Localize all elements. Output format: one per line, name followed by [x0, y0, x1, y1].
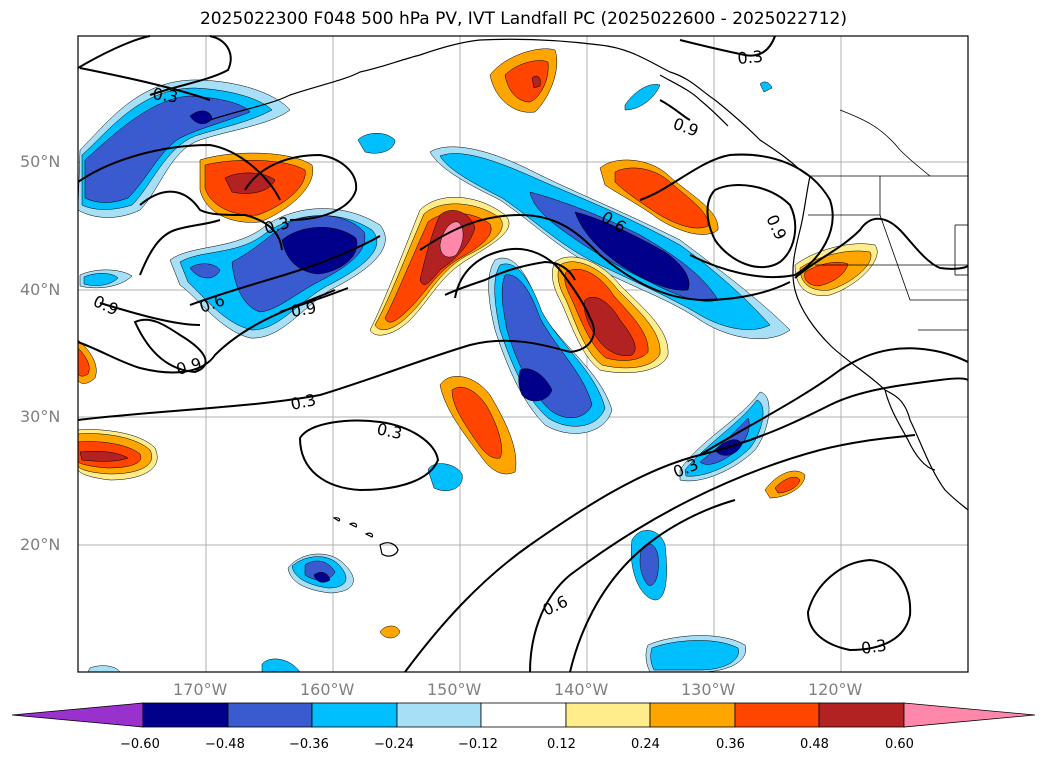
colorbar-tick: 0.48 [800, 737, 829, 752]
colorbar-tick: 0.36 [716, 737, 745, 752]
contour-line [244, 153, 358, 221]
contour-line [139, 219, 221, 276]
colorbar-tick: 0.60 [885, 737, 914, 752]
colorbar-bin [565, 702, 651, 728]
contour-label: 0.9 [289, 298, 317, 321]
map-panel: 0.3 0.3 0.3 0.9 0.6 0.9 0.9 0.6 0.9 0.9 … [77, 35, 969, 673]
contour-line [133, 318, 207, 374]
pv-negative-anomalies [77, 79, 791, 673]
contour-line [639, 153, 834, 279]
contour-line [706, 184, 797, 269]
contour-line [529, 434, 916, 673]
colorbar-bin [649, 702, 736, 728]
contour-label: 0.3 [375, 419, 404, 443]
contour-line [404, 377, 969, 673]
lat-label: 40°N [20, 280, 61, 299]
lon-label: 160°W [300, 680, 355, 699]
lon-label: 140°W [554, 680, 609, 699]
coastlines [209, 38, 969, 557]
political-borders [808, 109, 968, 331]
contour-label: 0.3 [289, 390, 318, 414]
contour-label: 0.3 [151, 84, 179, 106]
lon-label: 150°W [427, 680, 482, 699]
contour-line [149, 35, 232, 96]
contour-line [279, 287, 349, 313]
alaska-coast [209, 38, 811, 177]
contour-line [569, 499, 736, 673]
colorbar-bin [311, 702, 398, 728]
contour-line [454, 247, 595, 353]
colorbar-tick: −0.60 [120, 737, 160, 752]
lon-label: 120°W [808, 680, 863, 699]
hawaii-oahu [348, 522, 358, 528]
colorbar-bin [227, 702, 313, 728]
contour-line [699, 347, 969, 456]
contour-line [679, 35, 776, 57]
contour-line [444, 260, 576, 296]
contour-line [77, 35, 151, 69]
colorbar-under-arrow [11, 702, 144, 728]
lon-label: 130°W [681, 680, 736, 699]
lat-label: 30°N [20, 407, 61, 426]
colorbar-tick: −0.12 [458, 737, 498, 752]
colorbar-bin [734, 702, 820, 728]
gridlines [78, 36, 968, 672]
contour-line [77, 143, 281, 201]
baja-peninsula [884, 389, 936, 471]
lat-label: 20°N [20, 535, 61, 554]
map-title: 2025022300 F048 500 hPa PV, IVT Landfall… [199, 9, 847, 29]
pv-positive-anomalies [77, 48, 878, 639]
colorbar-tick: −0.24 [374, 737, 414, 752]
colorbar-tick: −0.48 [205, 737, 245, 752]
colorbar-bin [818, 702, 905, 728]
hawaii-maui [364, 532, 374, 538]
colorbar-bin [480, 702, 567, 728]
colorbar-bin [396, 702, 482, 728]
lon-label: 170°W [173, 680, 228, 699]
contour-line [794, 217, 969, 279]
contour-label: 0.3 [737, 47, 764, 68]
contour-line [298, 419, 440, 492]
lat-label: 50°N [20, 152, 61, 171]
colorbar [11, 702, 1036, 728]
map-frame [77, 35, 969, 673]
hawaii-kauai [332, 517, 341, 522]
contour-line [79, 67, 211, 101]
contour-label: 0.3 [860, 636, 888, 658]
colorbar-tick: 0.12 [547, 737, 576, 752]
ivt-contours [77, 35, 969, 673]
contour-line [806, 558, 912, 652]
colorbar-over-arrow [903, 702, 1036, 728]
colorbar-bin [142, 702, 229, 728]
hawaii-big-island [379, 542, 399, 557]
contour-line [139, 190, 283, 251]
coast-islands [659, 74, 729, 127]
contour-line [99, 302, 201, 326]
west-coast [792, 175, 969, 511]
contour-line [77, 339, 571, 421]
contour-line [189, 235, 381, 306]
colorbar-tick: 0.24 [631, 737, 660, 752]
contour-line [659, 99, 691, 121]
colorbar-tick: −0.36 [289, 737, 329, 752]
contour-line [419, 213, 791, 302]
